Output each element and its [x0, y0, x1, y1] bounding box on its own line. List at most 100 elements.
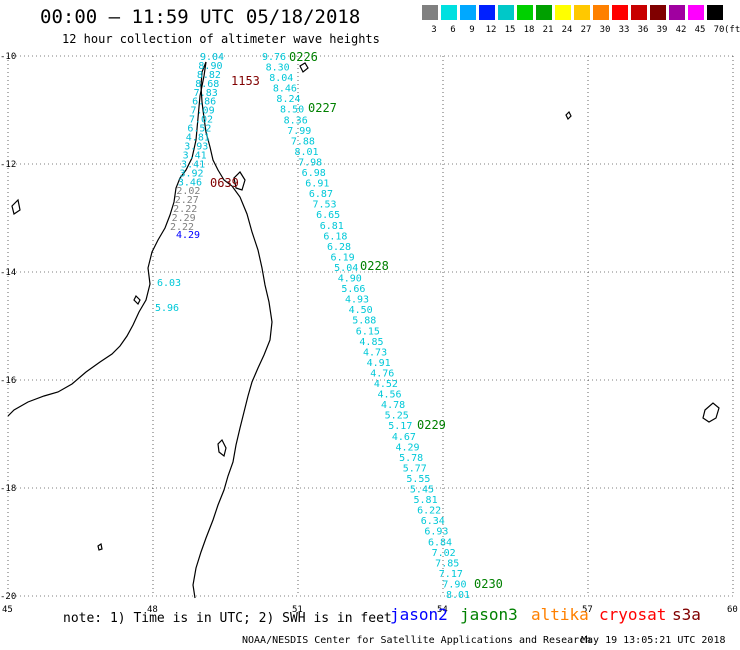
swh-label: 4.81 — [186, 133, 210, 144]
swh-label: 6.86 — [192, 97, 216, 108]
swh-label: 6.81 — [320, 221, 344, 232]
swh-label: 3.92 — [179, 168, 203, 179]
scale-swatch — [555, 5, 571, 20]
swh-label: 4.52 — [374, 379, 398, 390]
scale-label: 36 — [637, 25, 649, 35]
swh-label: 8.01 — [446, 590, 470, 601]
scale-label: 45 — [694, 25, 706, 35]
swh-label: 4.50 — [349, 305, 373, 316]
swh-label: 7.17 — [439, 569, 463, 580]
lon-tick-label: 60 — [727, 605, 738, 615]
footer-credit: NOAA/NESDIS Center for Satellite Applica… — [242, 635, 592, 646]
swh-label: 4.67 — [392, 432, 416, 443]
swh-label: 7.02 — [432, 548, 456, 559]
pass-time-label: 0226 — [289, 50, 318, 64]
swh-label: 4.78 — [381, 400, 405, 411]
swh-label: 5.96 — [155, 303, 179, 314]
swh-label: 6.34 — [421, 516, 445, 527]
swh-label: 5.88 — [352, 316, 376, 327]
swh-label: 6.15 — [356, 326, 380, 337]
scale-swatch — [536, 5, 552, 20]
scale-label: 6 — [450, 25, 456, 35]
swh-label: 8.01 — [294, 147, 318, 158]
pass-time-label: 0639 — [210, 176, 239, 190]
swh-label: 7.02 — [189, 115, 213, 126]
swh-label: 7.83 — [194, 88, 218, 99]
swh-label: 5.55 — [406, 474, 430, 485]
swh-label: 7.98 — [298, 157, 322, 168]
scale-swatch — [574, 5, 590, 20]
swh-label: 5.66 — [341, 284, 365, 295]
lat-tick-label: -16 — [0, 376, 16, 386]
swh-label: 4.29 — [176, 230, 200, 241]
swh-label: 6.87 — [309, 189, 333, 200]
map-title: 00:00 – 11:59 UTC 05/18/2018 — [40, 6, 361, 28]
swh-label: 4.85 — [359, 337, 383, 348]
lat-tick-label: -12 — [0, 160, 16, 170]
scale-swatch — [650, 5, 666, 20]
scale-label: 24 — [561, 25, 573, 35]
swh-label: 6.65 — [316, 210, 340, 221]
swh-label: 7.09 — [191, 106, 215, 117]
swh-label: 3.46 — [178, 177, 202, 188]
swh-label: 2.22 — [173, 204, 197, 215]
scale-swatch — [517, 5, 533, 20]
pass-time-label: 0227 — [308, 101, 337, 115]
swh-label: 5.78 — [399, 453, 423, 464]
scale-label: 33 — [618, 25, 630, 35]
swh-label: 7.90 — [442, 579, 466, 590]
scale-label: 39 — [656, 25, 668, 35]
madagascar-coastline — [7, 61, 720, 599]
swh-label: 6.19 — [331, 252, 355, 263]
scale-swatch — [707, 5, 723, 20]
pass-time-label: 0228 — [360, 259, 389, 273]
map-subtitle: 12 hour collection of altimeter wave hei… — [62, 32, 380, 46]
scale-label: 15 — [504, 25, 516, 35]
mission-legend-cryosat: cryosat — [599, 605, 667, 624]
scale-label: 30 — [599, 25, 611, 35]
scale-label: 70 — [713, 25, 725, 35]
swh-label: 6.22 — [417, 506, 441, 517]
swh-label: 5.17 — [388, 421, 412, 432]
swh-value-labels: 9.768.308.048.468.248.508.367.997.888.01… — [155, 52, 470, 601]
swh-label: 8.30 — [266, 63, 290, 74]
scale-label: 12 — [485, 25, 497, 35]
swh-label: 3.93 — [184, 141, 208, 152]
scale-swatch — [631, 5, 647, 20]
scale-label: 27 — [580, 25, 592, 35]
swh-label: 9.04 — [200, 52, 224, 63]
swh-label: 8.82 — [197, 70, 221, 81]
swh-label: 2.27 — [175, 195, 199, 206]
swh-label: 2.29 — [172, 213, 196, 224]
swh-label: 6.52 — [187, 124, 211, 135]
swh-label: 5.04 — [334, 263, 358, 274]
swh-label: 3.41 — [183, 150, 207, 161]
swh-label: 8.24 — [276, 94, 300, 105]
lon-tick-label: 48 — [147, 605, 158, 615]
swh-label: 6.28 — [327, 242, 351, 253]
scale-swatch — [460, 5, 476, 20]
pass-time-label: 1153 — [231, 74, 260, 88]
swh-label: 2.22 — [170, 222, 194, 233]
swh-label: 8.36 — [284, 115, 308, 126]
scale-swatch — [498, 5, 514, 20]
scale-swatch — [669, 5, 685, 20]
scale-swatch — [688, 5, 704, 20]
swh-label: 5.81 — [414, 495, 438, 506]
swh-label: 6.03 — [157, 278, 181, 289]
swh-label: 5.45 — [410, 485, 434, 496]
swh-label: 4.29 — [395, 442, 419, 453]
lat-tick-label: -10 — [0, 52, 16, 62]
lon-tick-label: 45 — [2, 605, 13, 615]
swh-label: 7.53 — [313, 200, 337, 211]
swh-label: 4.56 — [377, 390, 401, 401]
swh-label: 9.76 — [262, 52, 286, 63]
swh-label: 4.73 — [363, 347, 387, 358]
swh-label: 6.18 — [323, 231, 347, 242]
mission-legend-jason2: jason2 — [390, 605, 448, 624]
scale-swatch — [479, 5, 495, 20]
swh-label: 8.90 — [198, 61, 222, 72]
axis-tick-labels: 45 48 51 54 57 60 -10 -12 -14 -16 -18 -20 — [0, 52, 738, 615]
lat-tick-label: -18 — [0, 484, 16, 494]
swh-label: 7.85 — [435, 558, 459, 569]
